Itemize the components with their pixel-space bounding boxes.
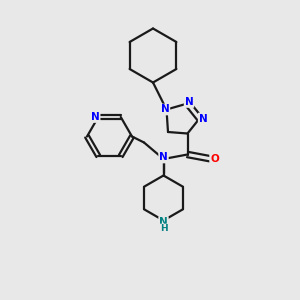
Text: N: N [160,104,169,115]
Text: N: N [159,152,168,163]
Text: O: O [210,154,219,164]
Text: N: N [199,113,208,124]
Text: H: H [160,224,167,233]
Text: N: N [184,97,194,107]
Text: N: N [159,217,168,227]
Text: N: N [91,112,100,122]
